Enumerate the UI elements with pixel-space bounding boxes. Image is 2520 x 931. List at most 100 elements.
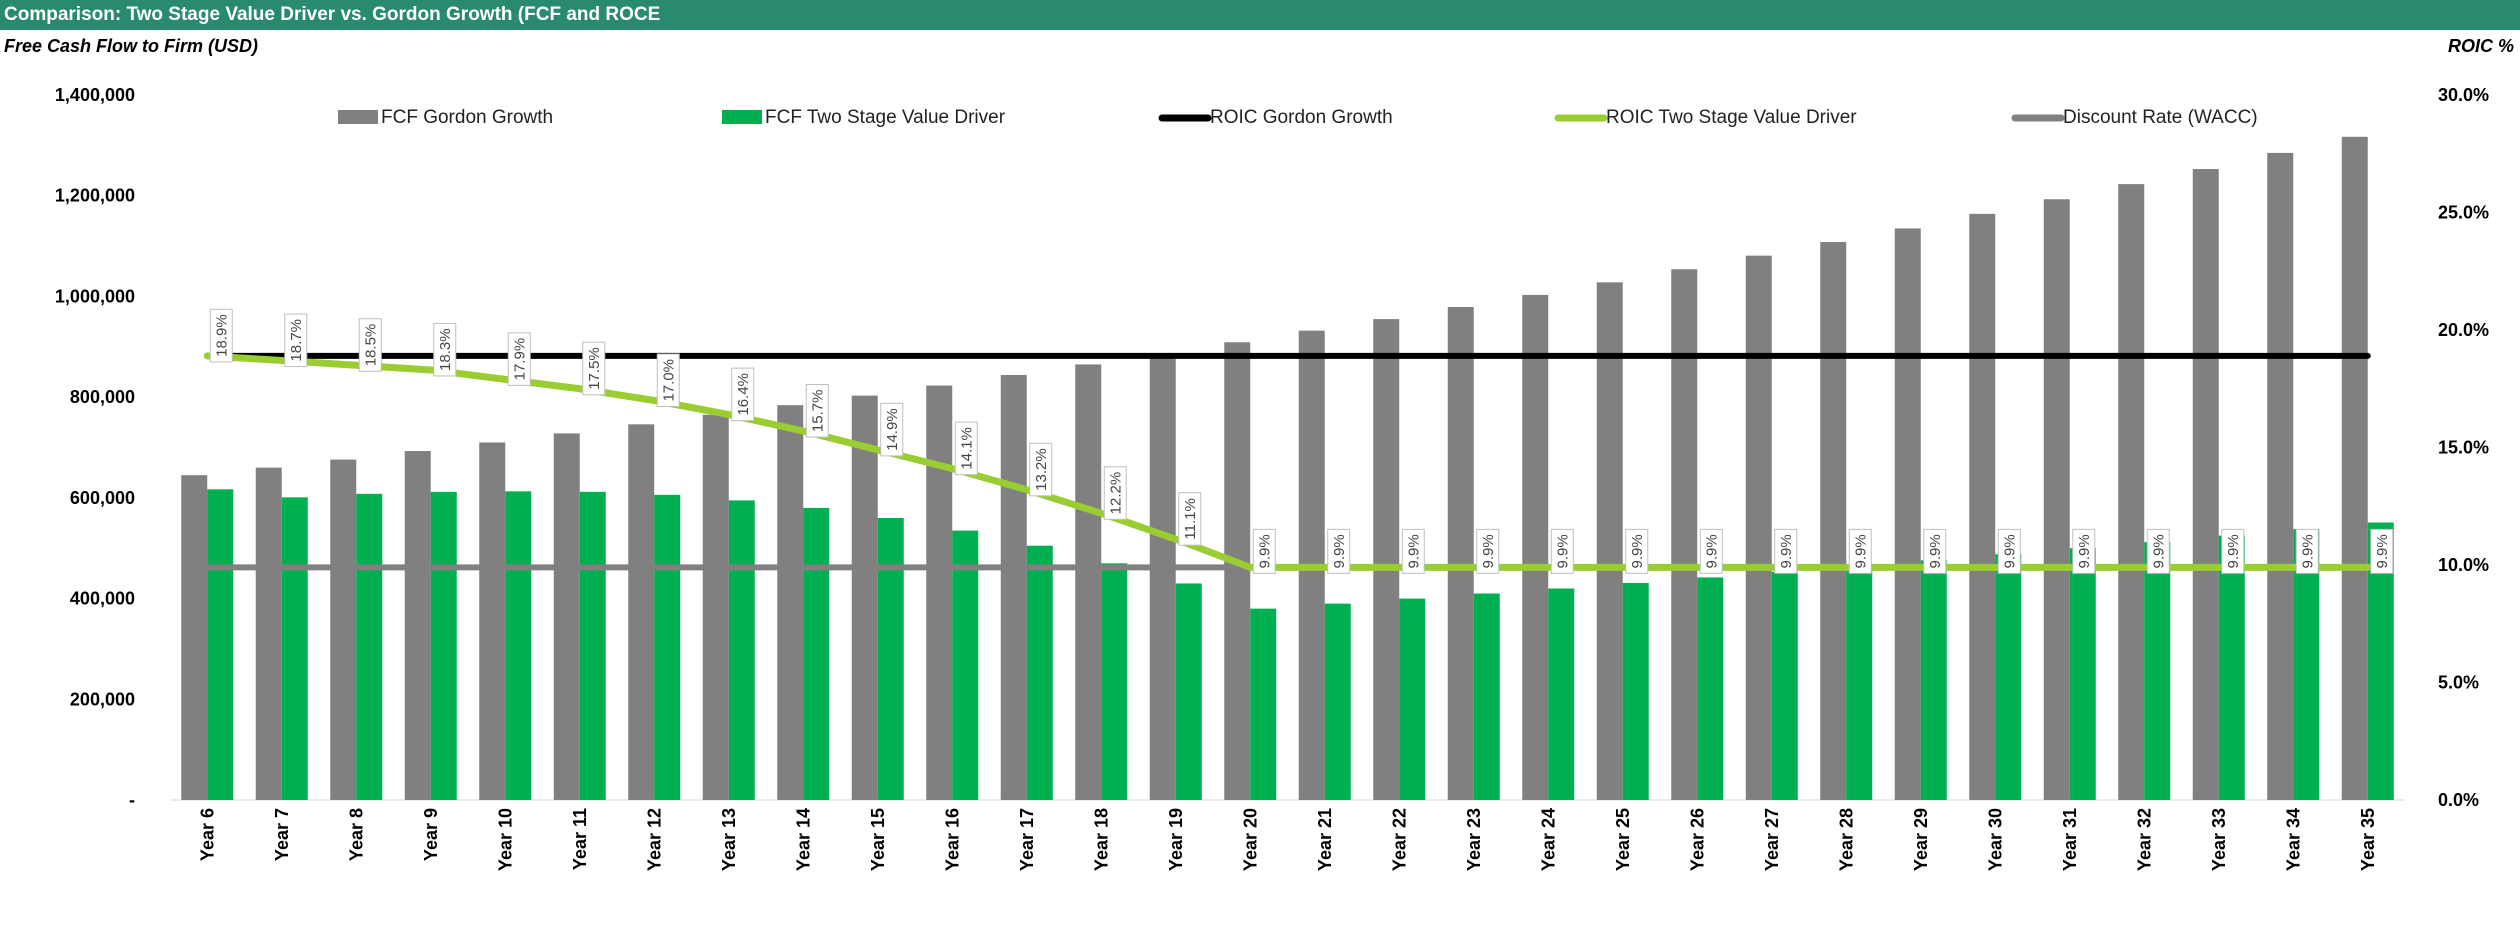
point-roic-two-stage	[1247, 564, 1254, 571]
x-tick-label: Year 31	[2060, 808, 2080, 871]
bar-fcf-two-stage	[877, 518, 904, 800]
data-label-roic-two-stage: 14.1%	[954, 421, 978, 476]
line-roic-two-stage	[203, 352, 2372, 571]
data-label-box	[1476, 528, 1500, 574]
bar-fcf-two-stage	[1250, 608, 1277, 800]
point-roic-two-stage	[725, 411, 732, 418]
bar-fcf-gordon-growth	[1820, 242, 1847, 801]
bar-fcf-gordon-growth	[255, 467, 282, 800]
data-label-text: 9.9%	[2001, 534, 2018, 568]
y-tick-label: 800,000	[70, 387, 135, 407]
point-roic-two-stage	[278, 357, 285, 364]
data-label-roic-two-stage: 9.9%	[1699, 528, 1723, 574]
data-label-text: 9.9%	[1629, 534, 1646, 568]
bar-fcf-gordon-growth	[404, 451, 431, 800]
point-roic-two-stage	[576, 385, 583, 392]
bar-fcf-two-stage	[1026, 545, 1053, 800]
bar-fcf-two-stage	[728, 500, 755, 800]
x-tick-label: Year 20	[1240, 808, 1260, 871]
data-label-roic-two-stage: 18.3%	[433, 322, 457, 377]
x-tick-label: Year 10	[495, 808, 515, 871]
data-label-text: 9.9%	[2374, 534, 2391, 568]
legend-label: FCF Gordon Growth	[381, 107, 553, 128]
data-label-box	[1699, 528, 1723, 574]
point-roic-two-stage	[1470, 564, 1477, 571]
point-roic-two-stage	[204, 352, 211, 359]
bar-fcf-two-stage	[654, 494, 681, 800]
data-label-text: 14.9%	[884, 408, 901, 451]
data-label-text: 17.5%	[586, 347, 603, 390]
bar-fcf-gordon-growth	[2192, 169, 2219, 800]
data-label-roic-two-stage: 17.9%	[507, 332, 531, 386]
bar-fcf-two-stage	[803, 507, 830, 800]
data-label-text: 9.9%	[1405, 534, 1422, 568]
x-tick-label: Year 12	[644, 808, 664, 871]
y2-tick-label: 5.0%	[2438, 673, 2479, 693]
bar-fcf-gordon-growth	[1969, 213, 1996, 801]
data-label-roic-two-stage: 9.9%	[1550, 528, 1574, 574]
data-label-roic-two-stage: 12.2%	[1103, 466, 1127, 520]
data-label-box	[1997, 528, 2021, 574]
data-label-roic-two-stage: 9.9%	[2072, 528, 2096, 574]
bar-fcf-gordon-growth	[2267, 152, 2294, 801]
bar-fcf-gordon-growth	[628, 424, 655, 800]
y2-tick-label: 10.0%	[2438, 555, 2489, 575]
bar-fcf-two-stage	[356, 493, 383, 800]
bar-fcf-gordon-growth	[1149, 353, 1176, 800]
x-tick-label: Year 16	[942, 808, 962, 871]
data-label-box	[284, 313, 308, 368]
bar-fcf-gordon-growth	[1894, 228, 1921, 801]
point-roic-two-stage	[1023, 486, 1030, 493]
y-axis-title: Free Cash Flow to Firm (USD)	[4, 36, 259, 56]
x-tick-label: Year 14	[793, 808, 813, 871]
data-label-text: 17.0%	[660, 359, 677, 402]
y-tick-label: 200,000	[70, 689, 135, 709]
bar-fcf-two-stage	[2069, 548, 2096, 800]
point-roic-two-stage	[2066, 564, 2073, 571]
data-label-roic-two-stage: 9.9%	[2370, 528, 2394, 574]
bar-fcf-two-stage	[1548, 588, 1575, 800]
bar-fcf-gordon-growth	[479, 442, 506, 800]
y2-tick-label: 0.0%	[2438, 790, 2479, 810]
bar-fcf-two-stage	[1846, 566, 1873, 800]
point-roic-two-stage	[2141, 564, 2148, 571]
data-label-box	[1550, 528, 1574, 574]
data-label-box	[1923, 528, 1947, 574]
point-roic-two-stage	[1321, 564, 1328, 571]
x-tick-label: Year 32	[2134, 808, 2154, 871]
data-label-roic-two-stage: 18.9%	[209, 308, 233, 363]
bar-fcf-two-stage	[1175, 583, 1202, 800]
y-tick-label: -	[129, 790, 135, 810]
x-tick-label: Year 17	[1017, 808, 1037, 871]
data-label-text: 18.5%	[362, 324, 379, 367]
bar-fcf-two-stage	[1473, 593, 1500, 800]
point-roic-two-stage	[1917, 564, 1924, 571]
bar-fcf-two-stage	[2218, 535, 2245, 800]
bar-fcf-two-stage	[1622, 582, 1649, 800]
data-label-roic-two-stage: 9.9%	[1997, 528, 2021, 574]
x-tick-label: Year 11	[570, 808, 590, 870]
data-label-roic-two-stage: 13.2%	[1029, 442, 1053, 497]
x-tick-label: Year 22	[1389, 808, 1409, 871]
data-label-roic-two-stage: 9.9%	[2221, 528, 2245, 574]
x-tick-label: Year 7	[272, 808, 292, 861]
bar-fcf-gordon-growth	[2341, 136, 2368, 800]
point-roic-two-stage	[1545, 564, 1552, 571]
x-tick-label: Year 23	[1464, 808, 1484, 871]
data-label-box	[2370, 528, 2394, 574]
x-tick-label: Year 33	[2209, 808, 2229, 871]
bar-fcf-two-stage	[1771, 571, 1798, 800]
data-label-roic-two-stage: 9.9%	[1625, 528, 1649, 574]
bar-fcf-two-stage	[1697, 577, 1724, 800]
data-label-box	[1774, 528, 1798, 574]
chart-title-bar: Comparison: Two Stage Value Driver vs. G…	[0, 0, 2520, 30]
data-label-box	[582, 341, 606, 396]
point-roic-two-stage	[353, 362, 360, 369]
data-label-text: 9.9%	[2076, 534, 2093, 568]
legend-swatch	[338, 110, 378, 124]
data-label-roic-two-stage: 9.9%	[1774, 528, 1798, 574]
data-label-box	[433, 322, 457, 377]
data-label-roic-two-stage: 11.1%	[1178, 492, 1202, 546]
point-roic-two-stage	[1992, 564, 1999, 571]
data-label-text: 9.9%	[2150, 534, 2167, 568]
